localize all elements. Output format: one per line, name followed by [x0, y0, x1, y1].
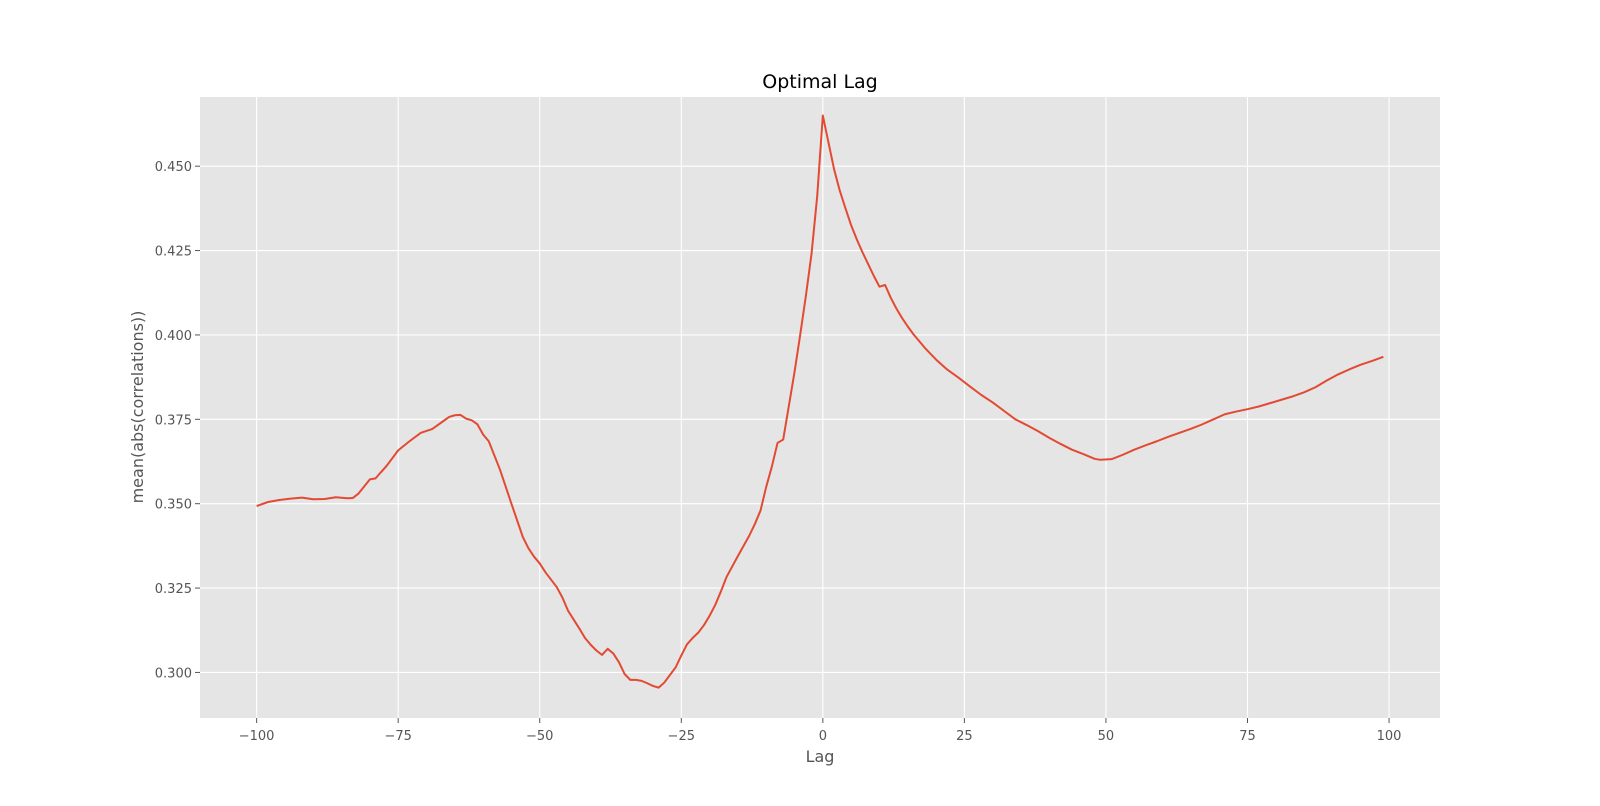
- series-layer: [256, 114, 1384, 689]
- y-tick-label: 0.350: [155, 498, 192, 513]
- y-tick-label: 0.425: [155, 245, 192, 260]
- x-tick-label: 75: [1239, 729, 1256, 744]
- x-tick-label: −25: [668, 729, 695, 744]
- x-axis-label: Lag: [806, 747, 835, 766]
- x-tick-label: 25: [956, 729, 973, 744]
- y-axis-label: mean(abs(correlations)): [128, 311, 147, 504]
- y-tick-label: 0.325: [155, 582, 192, 597]
- axis-ticks: −100 −75 −50 −25 0 25 50 75 100 0.300 0.325 0.350 0.…: [155, 160, 1402, 744]
- x-tick-label: −75: [384, 729, 411, 744]
- chart-title: Optimal Lag: [762, 71, 878, 93]
- x-tick-label: −100: [239, 729, 275, 744]
- x-tick-label: 50: [1098, 729, 1115, 744]
- x-tick-label: 100: [1377, 729, 1402, 744]
- series-line: [256, 114, 1384, 689]
- y-tick-label: 0.300: [155, 666, 192, 681]
- grid-lines: [200, 97, 1440, 718]
- y-tick-label: 0.400: [155, 329, 192, 344]
- x-tick-label: −50: [526, 729, 553, 744]
- y-tick-label: 0.375: [155, 413, 192, 428]
- y-tick-label: 0.450: [155, 160, 192, 175]
- x-tick-label: 0: [819, 729, 827, 744]
- plot-background: [200, 97, 1440, 718]
